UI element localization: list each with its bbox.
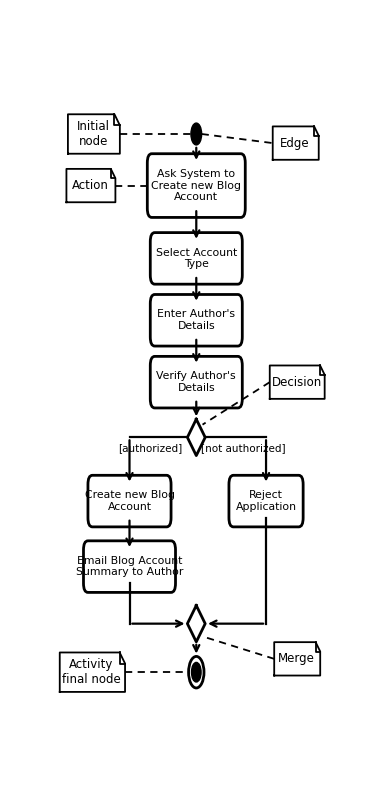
Text: [not authorized]: [not authorized] — [201, 443, 286, 452]
Text: Email Blog Account
Summary to Author: Email Blog Account Summary to Author — [76, 556, 183, 578]
Text: Reject
Application: Reject Application — [236, 490, 296, 512]
Circle shape — [191, 123, 201, 145]
Circle shape — [192, 663, 201, 682]
Polygon shape — [68, 114, 120, 154]
Text: Merge: Merge — [278, 652, 315, 665]
Text: Decision: Decision — [272, 376, 322, 388]
FancyBboxPatch shape — [147, 154, 245, 217]
Text: Select Account
Type: Select Account Type — [155, 247, 237, 269]
FancyBboxPatch shape — [150, 232, 242, 284]
Text: Ask System to
Create new Blog
Account: Ask System to Create new Blog Account — [151, 169, 241, 203]
Polygon shape — [187, 419, 205, 455]
Polygon shape — [273, 126, 319, 160]
Text: Verify Author's
Details: Verify Author's Details — [157, 371, 236, 393]
Text: Initial
node: Initial node — [77, 120, 110, 148]
Text: Create new Blog
Account: Create new Blog Account — [85, 490, 175, 512]
Text: Activity
final node: Activity final node — [62, 658, 121, 686]
Polygon shape — [270, 366, 325, 399]
Polygon shape — [274, 642, 320, 675]
Polygon shape — [66, 169, 115, 203]
FancyBboxPatch shape — [150, 356, 242, 408]
Text: Edge: Edge — [280, 136, 310, 150]
Circle shape — [188, 656, 204, 688]
Polygon shape — [187, 605, 205, 642]
Polygon shape — [60, 652, 125, 692]
Text: [authorized]: [authorized] — [118, 443, 182, 452]
FancyBboxPatch shape — [88, 475, 171, 527]
FancyBboxPatch shape — [83, 541, 175, 593]
Text: Enter Author's
Details: Enter Author's Details — [157, 310, 235, 331]
FancyBboxPatch shape — [229, 475, 303, 527]
FancyBboxPatch shape — [150, 295, 242, 346]
Text: Action: Action — [72, 179, 109, 192]
